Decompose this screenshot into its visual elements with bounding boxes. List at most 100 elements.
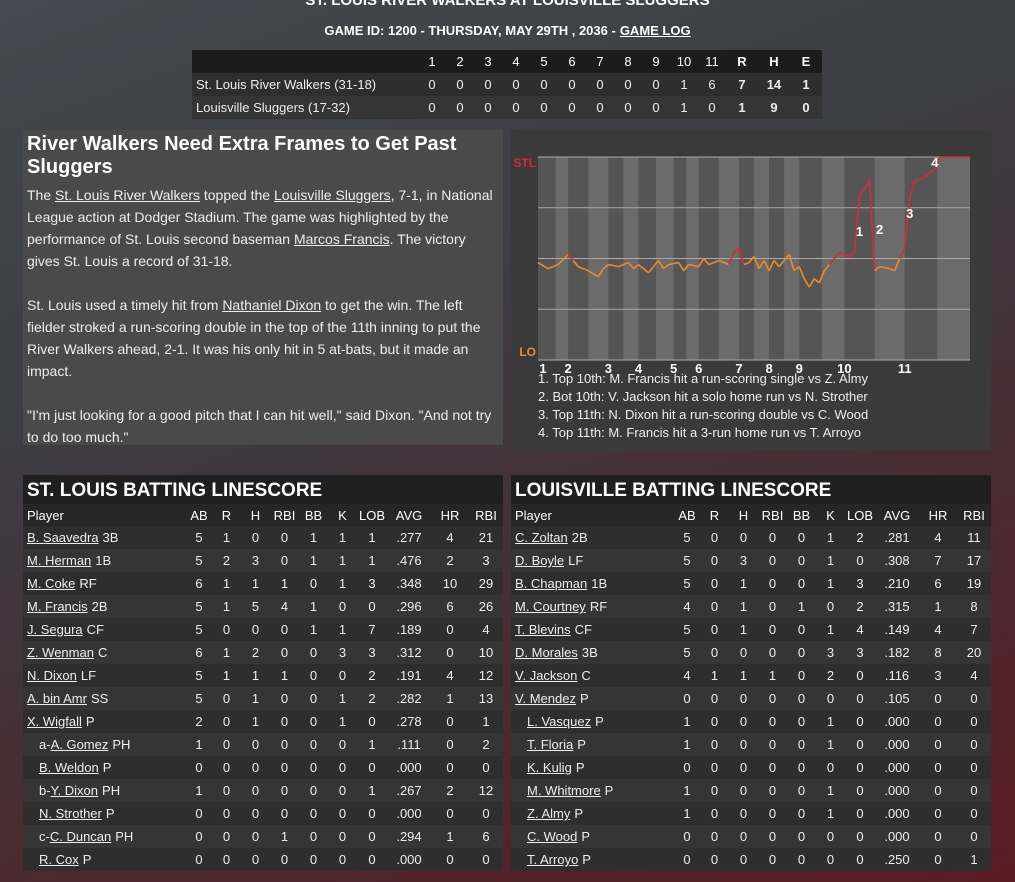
stat-cell: 0 (758, 618, 787, 641)
player-row: L. Vasquez P 1 0 0 0 0 1 0.000 0 0 (511, 710, 991, 733)
game-log-link[interactable]: GAME LOG (619, 23, 691, 38)
score-cell: 0 (642, 96, 670, 119)
win-line-segment (788, 254, 795, 271)
score-cell: 0 (502, 96, 530, 119)
stat-cell: .281 (875, 526, 919, 549)
section-title: LOUISVILLE BATTING LINESCORE (511, 475, 991, 504)
win-line-segment (863, 178, 871, 190)
stat-cell: 0 (957, 779, 991, 802)
stat-cell: 3 (357, 572, 387, 595)
stat-cell: 12 (469, 779, 503, 802)
player-link[interactable]: M. Herman (27, 553, 92, 568)
column-header: RBI (957, 504, 991, 526)
score-cell: 0 (474, 73, 502, 96)
stat-cell: 1 (919, 595, 957, 618)
stat-cell: 0 (700, 549, 729, 572)
player-link[interactable]: V. Jackson (515, 668, 578, 683)
stat-cell: 0 (787, 618, 816, 641)
x-tick-label: 9 (796, 361, 803, 376)
link[interactable]: Nathaniel Dixon (222, 297, 322, 313)
player-link[interactable]: A. bin Amr (27, 691, 87, 706)
player-row: a-A. Gomez PH 1 0 0 0 0 0 1.111 0 2 (23, 733, 503, 756)
position: P (579, 691, 589, 706)
link[interactable]: Marcos Francis (293, 231, 390, 247)
stat-cell: 0 (674, 687, 700, 710)
player-link[interactable]: C. Duncan (49, 829, 112, 844)
player-link[interactable]: V. Mendez (515, 691, 576, 706)
column-header: LOB (357, 504, 387, 526)
player-link[interactable]: T. Blevins (515, 622, 571, 637)
player-link[interactable]: Z. Wenman (27, 645, 94, 660)
column-header: R (700, 504, 729, 526)
player-link[interactable]: L. Vasquez (527, 714, 592, 729)
stat-cell: 1 (270, 825, 299, 848)
paragraph: St. Louis used a timely hit from Nathani… (27, 294, 499, 382)
stat-cell: 17 (957, 549, 991, 572)
player-row: J. Segura CF 5 0 0 0 1 1 7.189 0 4 (23, 618, 503, 641)
win-line-segment (874, 265, 881, 272)
position: P (604, 783, 614, 798)
player-link[interactable]: N. Strother (39, 806, 102, 821)
link[interactable]: Louisville Sluggers (273, 187, 391, 203)
player-cell: c-C. Duncan PH (23, 825, 186, 848)
stat-cell: 0 (357, 595, 387, 618)
player-link[interactable]: C. Zoltan (515, 530, 568, 545)
player-link[interactable]: M. Coke (27, 576, 76, 591)
player-row: c-C. Duncan PH 0 0 0 1 0 0 0.294 1 6 (23, 825, 503, 848)
player-link[interactable]: R. Cox (39, 852, 79, 867)
stat-cell: 10 (431, 572, 469, 595)
stat-cell: 5 (674, 549, 700, 572)
stat-cell: 4 (431, 664, 469, 687)
stat-cell: 1 (787, 595, 816, 618)
player-row: X. Wigfall P 2 0 1 0 0 1 0.278 0 1 (23, 710, 503, 733)
score-cell: 1 (670, 73, 698, 96)
player-link[interactable]: M. Courtney (515, 599, 586, 614)
player-link[interactable]: K. Kulig (527, 760, 572, 775)
win-line-segment (547, 263, 559, 270)
stat-cell: .315 (875, 595, 919, 618)
player-link[interactable]: D. Boyle (515, 553, 565, 568)
score-cell: 0 (530, 73, 558, 96)
player-link[interactable]: X. Wigfall (27, 714, 82, 729)
stat-cell: 0 (212, 733, 241, 756)
player-link[interactable]: B. Saavedra (27, 530, 99, 545)
player-link[interactable]: B. Chapman (515, 576, 588, 591)
player-link[interactable]: T. Floria (527, 737, 574, 752)
stat-cell: 0 (787, 825, 816, 848)
column-header: AVG (387, 504, 431, 526)
win-line-segment (708, 259, 720, 266)
event-note: 3. Top 11th: N. Dixon hit a run-scoring … (538, 407, 868, 422)
stat-cell: 0 (787, 526, 816, 549)
player-link[interactable]: A. Gomez (50, 737, 109, 752)
column-header: H (241, 504, 270, 526)
player-link[interactable]: J. Segura (27, 622, 83, 637)
team-row: Louisville Sluggers (17-32) 0 0 0 0 0 0 0 0 0 1 0 1 9… (192, 96, 822, 119)
player-link[interactable]: N. Dixon (27, 668, 77, 683)
player-cell: T. Arroyo P (511, 848, 674, 871)
player-link[interactable]: Y. Dixon (50, 783, 99, 798)
stat-cell: 0 (700, 825, 729, 848)
player-row: B. Weldon P 0 0 0 0 0 0 0.000 0 0 (23, 756, 503, 779)
stat-cell: .210 (875, 572, 919, 595)
stat-cell: 0 (729, 710, 758, 733)
player-link[interactable]: T. Arroyo (527, 852, 579, 867)
column-header: 11 (698, 50, 726, 73)
player-cell: D. Morales 3B (511, 641, 674, 664)
player-link[interactable]: C. Wood (527, 829, 578, 844)
stat-cell: 0 (299, 802, 328, 825)
stat-cell: 0 (700, 572, 729, 595)
player-link[interactable]: M. Whitmore (527, 783, 601, 798)
stat-cell: .000 (875, 710, 919, 733)
player-link[interactable]: D. Morales (515, 645, 578, 660)
link[interactable]: St. Louis River Walkers (55, 187, 200, 203)
column-header: AB (674, 504, 700, 526)
player-link[interactable]: B. Weldon (39, 760, 99, 775)
stat-cell: 0 (186, 802, 212, 825)
player-row: M. Whitmore P 1 0 0 0 0 1 0.000 0 0 (511, 779, 991, 802)
position: SS (90, 691, 109, 706)
stat-cell: .000 (875, 802, 919, 825)
player-link[interactable]: Z. Almy (527, 806, 571, 821)
player-link[interactable]: M. Francis (27, 599, 88, 614)
player-cell: R. Cox P (23, 848, 186, 871)
win-line-segment (677, 262, 685, 272)
